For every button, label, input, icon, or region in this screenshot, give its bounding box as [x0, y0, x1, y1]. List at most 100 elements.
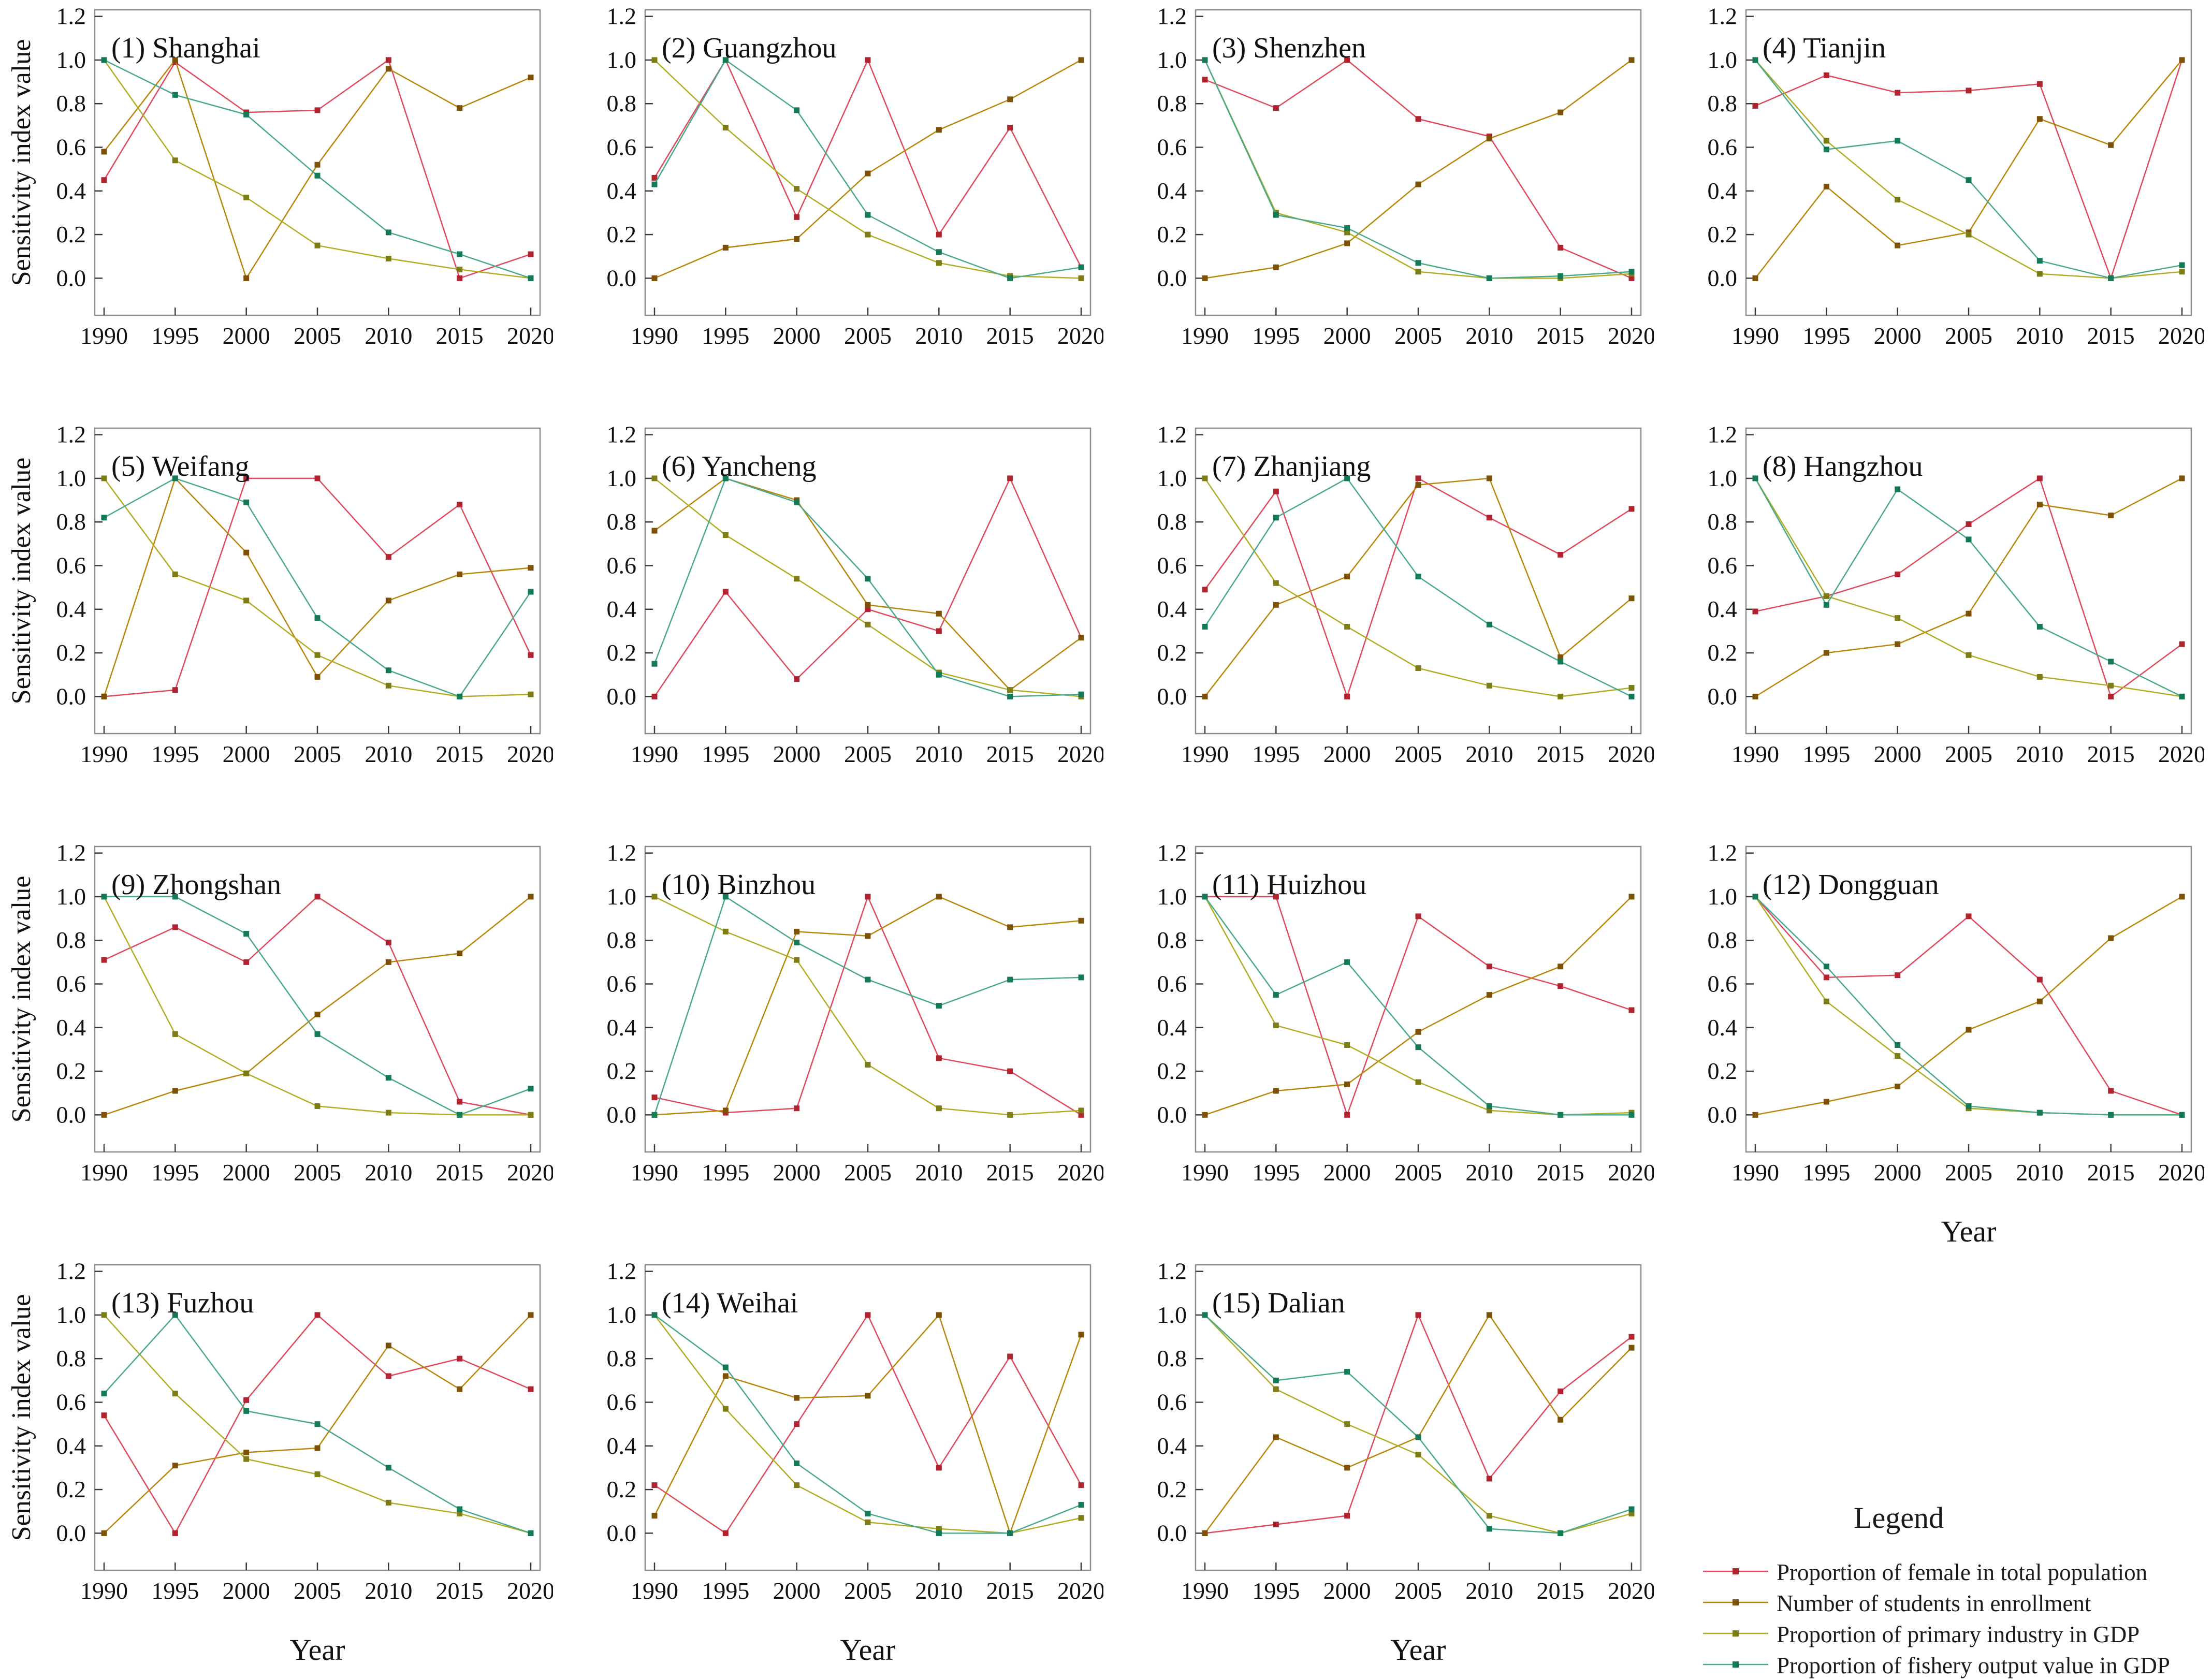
chart-cell-14: 0.0 0.2 0.4 0.6 0.8 1.0 1.2 1990 1995 2000 2005 201… — [555, 1257, 1105, 1674]
series-line-female — [654, 895, 1082, 1116]
data-point-primary — [1078, 1515, 1084, 1521]
data-point-female — [314, 107, 321, 113]
svg-text:2005: 2005 — [844, 1578, 892, 1604]
svg-text:1.0: 1.0 — [56, 465, 86, 491]
data-point-primary — [314, 652, 321, 658]
svg-text:1995: 1995 — [1252, 323, 1300, 349]
svg-text:1995: 1995 — [702, 1578, 749, 1604]
chart-panel-3: 0.0 0.2 0.4 0.6 0.8 1.0 1.2 1990 1995 2000 2005 201… — [1157, 3, 1656, 349]
data-point-female — [1273, 1522, 1279, 1527]
data-point-fishery — [1628, 1112, 1635, 1118]
svg-text:0.2: 0.2 — [1708, 221, 1738, 247]
data-point-students — [1078, 635, 1084, 641]
legend-item-primary: Proportion of primary industry in GDP — [1702, 1621, 2204, 1648]
data-point-female — [1486, 515, 1492, 521]
data-point-fishery — [1486, 275, 1492, 281]
svg-text:2020: 2020 — [1057, 323, 1103, 349]
svg-text:1995: 1995 — [1252, 1578, 1300, 1604]
svg-text:1.2: 1.2 — [607, 840, 637, 866]
data-point-students — [1007, 924, 1013, 930]
legend-item-label: Number of students in enrollment — [1777, 1590, 2091, 1616]
x-axis-label: Year — [1941, 1215, 1997, 1248]
svg-text:1990: 1990 — [1181, 323, 1229, 349]
series-line-primary — [1204, 60, 1632, 279]
data-point-fishery — [1007, 275, 1013, 281]
svg-text:1.2: 1.2 — [1157, 421, 1187, 448]
data-point-fishery — [2108, 1112, 2114, 1118]
data-point-fishery — [722, 1364, 729, 1370]
data-point-students — [1078, 917, 1084, 924]
data-point-fishery — [528, 1086, 534, 1092]
data-point-students — [1486, 136, 1492, 142]
data-point-fishery — [1486, 1526, 1492, 1532]
data-point-fishery — [1415, 1434, 1421, 1440]
data-point-fishery — [2179, 1112, 2185, 1118]
data-point-students — [314, 674, 321, 680]
data-point-fishery — [1202, 1312, 1208, 1318]
data-point-fishery — [1966, 177, 1972, 183]
data-point-students — [243, 1449, 250, 1455]
data-point-fishery — [172, 475, 178, 481]
series-line-students — [654, 477, 1082, 691]
svg-text:2015: 2015 — [986, 1159, 1034, 1186]
data-point-female — [243, 475, 250, 481]
data-point-primary — [1007, 687, 1013, 693]
svg-text:0.8: 0.8 — [56, 1345, 86, 1371]
svg-text:0.4: 0.4 — [607, 178, 637, 204]
data-point-female — [936, 1465, 942, 1471]
svg-text:2010: 2010 — [915, 741, 963, 767]
svg-text:1990: 1990 — [1731, 1159, 1779, 1186]
data-point-primary — [1628, 685, 1635, 691]
svg-text:2005: 2005 — [294, 323, 341, 349]
svg-text:0.0: 0.0 — [1157, 683, 1187, 709]
data-point-primary — [243, 1070, 250, 1076]
svg-text:2005: 2005 — [294, 741, 341, 767]
data-point-students — [1628, 1345, 1635, 1351]
svg-text:1.0: 1.0 — [1157, 47, 1187, 73]
legend-item-students: Number of students in enrollment — [1702, 1590, 2204, 1617]
data-point-female — [457, 502, 463, 507]
data-point-primary — [1344, 1421, 1350, 1427]
data-point-students — [865, 602, 871, 608]
data-point-fishery — [1752, 894, 1758, 900]
data-point-students — [1078, 57, 1084, 63]
series-line-female — [1204, 1313, 1632, 1534]
data-point-students — [1415, 1029, 1421, 1035]
series-line-fishery — [104, 896, 531, 1116]
data-point-students — [243, 549, 250, 556]
svg-text:2010: 2010 — [1465, 1159, 1513, 1186]
data-point-fishery — [172, 894, 178, 900]
svg-text:2020: 2020 — [1057, 1578, 1103, 1604]
data-point-female — [1007, 1068, 1013, 1074]
data-point-students — [1558, 963, 1564, 970]
data-point-primary — [528, 691, 534, 697]
svg-text:1995: 1995 — [151, 323, 199, 349]
data-point-students — [722, 244, 729, 251]
data-point-female — [2179, 641, 2185, 647]
svg-text:0.8: 0.8 — [607, 1345, 637, 1371]
data-point-fishery — [457, 1506, 463, 1512]
data-point-female — [1823, 72, 1829, 78]
data-point-primary — [101, 475, 107, 481]
data-point-students — [2108, 935, 2114, 941]
svg-text:1990: 1990 — [80, 1159, 128, 1186]
data-point-fishery — [1007, 693, 1013, 699]
chart-panel-7: 0.0 0.2 0.4 0.6 0.8 1.0 1.2 1990 1995 2000 2005 201… — [1157, 421, 1656, 767]
data-point-primary — [1895, 615, 1901, 621]
data-point-students — [936, 127, 942, 133]
chart-panel-13: 0.0 0.2 0.4 0.6 0.8 1.0 1.2 1990 1995 2000 2005 201… — [7, 1258, 555, 1667]
data-point-female — [1344, 1513, 1350, 1519]
data-point-students — [1202, 1530, 1208, 1536]
data-point-female — [1628, 506, 1635, 512]
data-point-fishery — [1823, 963, 1829, 970]
series-line-fishery — [1204, 60, 1632, 279]
series-line-primary — [103, 478, 531, 697]
data-point-female — [172, 687, 178, 693]
data-point-students — [2108, 513, 2114, 519]
series-line-students — [104, 896, 531, 1116]
series-line-female — [104, 896, 531, 1116]
data-point-students — [1628, 894, 1635, 900]
panel-title: (7) Zhanjiang — [1212, 450, 1371, 483]
data-point-female — [2036, 475, 2043, 481]
data-point-female — [314, 475, 321, 481]
